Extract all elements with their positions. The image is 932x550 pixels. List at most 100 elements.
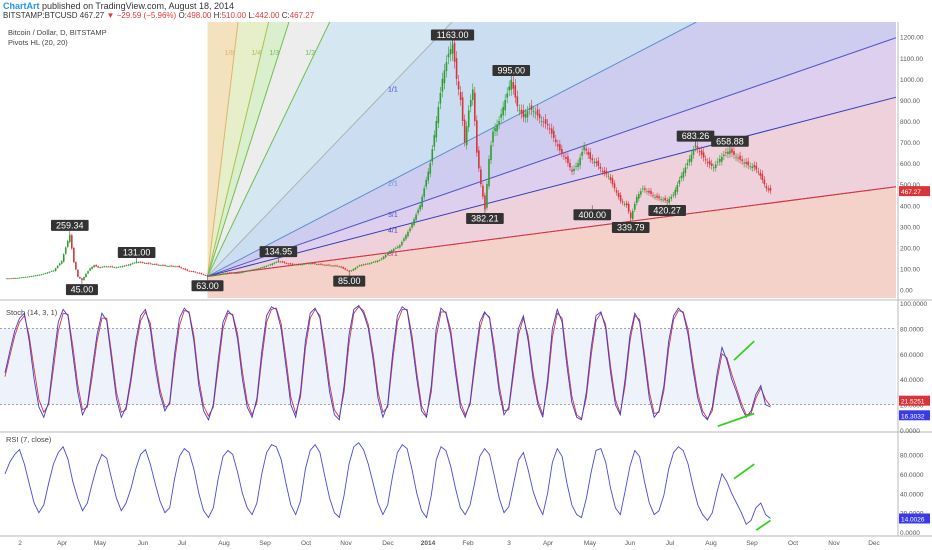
candle-body	[512, 82, 515, 89]
price-candles	[6, 35, 772, 281]
candle-body	[77, 269, 79, 277]
candle-body	[401, 241, 403, 246]
candle-body	[101, 266, 103, 268]
candle-body	[309, 263, 312, 265]
candle-body	[550, 128, 553, 134]
candle-body	[38, 274, 41, 276]
candle-body	[561, 148, 563, 154]
high-label: H:	[213, 11, 222, 20]
candle-body	[579, 157, 581, 166]
price-tick-label: 300.00	[900, 224, 920, 231]
candle-body	[390, 250, 393, 253]
rsi-tick-label: 60.0000	[900, 472, 924, 479]
candle-body	[660, 198, 662, 200]
last-price: 467.27	[79, 11, 105, 20]
candle-body	[154, 264, 156, 265]
candle-body	[141, 262, 144, 263]
candle-body	[190, 271, 193, 273]
candle-body	[755, 165, 758, 170]
candle-body	[158, 264, 160, 266]
candle-body	[502, 106, 504, 116]
candle-body	[212, 275, 215, 277]
candle-body	[627, 203, 630, 212]
candle-body	[170, 265, 172, 267]
candle-body	[467, 110, 470, 128]
candle-body	[184, 268, 187, 270]
candle-body	[631, 210, 634, 220]
candle-body	[520, 109, 523, 114]
candle-body	[542, 121, 545, 123]
candle-body	[646, 191, 648, 193]
pivot-label: 63.00	[196, 281, 219, 291]
price-axis[interactable]: 1200.00 1100.00 1000.00 900.00 800.00 700.00 6…	[900, 35, 927, 537]
candle-body	[492, 131, 494, 143]
close-label: C:	[281, 11, 290, 20]
candle-body	[698, 151, 701, 153]
stoch-divergence-line	[717, 412, 755, 428]
candle-body	[605, 171, 608, 175]
candle-body	[374, 261, 377, 263]
candle-body	[435, 121, 438, 138]
candle-body	[378, 260, 381, 261]
candle-body	[64, 247, 67, 254]
candle-body	[478, 150, 480, 169]
candle-body	[356, 266, 359, 268]
rsi-pane[interactable]	[4, 442, 771, 526]
candle-body	[291, 263, 294, 265]
candle-body	[617, 192, 620, 197]
price-tick-label: 1200.00	[900, 35, 924, 42]
candle-body	[721, 156, 723, 162]
candle-body	[66, 241, 69, 247]
candle-body	[376, 260, 379, 262]
candle-body	[28, 276, 31, 278]
candle-body	[447, 53, 450, 58]
candle-body	[559, 144, 561, 151]
candle-body	[56, 265, 59, 269]
gann-label-4-1: 4/1	[388, 227, 398, 234]
time-axis[interactable]: 2 Apr May Jun Jul Aug Sep Oct Nov Dec 2014 Feb 3 Apr M…	[18, 540, 880, 547]
candle-body	[530, 105, 533, 110]
symbol-name: BITSTAMP:BTCUSD	[3, 11, 78, 20]
rsi-tick-label: 80.0000	[900, 452, 924, 459]
gann-fan: 1/8 1/4 1/3 1/2 1/1 2/1 3/1 4/1 8/1	[0, 22, 896, 298]
candle-body	[137, 262, 140, 264]
candle-body	[81, 278, 83, 281]
candle-body	[696, 146, 699, 149]
candle-body	[312, 263, 314, 264]
candle-body	[417, 209, 419, 214]
published-text: published on TradingView.com, August 18,…	[42, 1, 235, 11]
price-tick-label: 700.00	[900, 140, 920, 147]
pivot-label: 382.21	[471, 214, 499, 224]
candle-body	[20, 277, 22, 279]
time-tick-label: Apr	[543, 540, 554, 547]
candle-body	[395, 247, 397, 249]
gann-label-1-8: 1/8	[224, 50, 234, 57]
candle-body	[372, 261, 375, 263]
candle-body	[581, 151, 583, 156]
candle-body	[247, 270, 249, 272]
pivot-label: 683.26	[682, 131, 710, 141]
time-tick-label: Feb	[462, 540, 474, 547]
price-change: ▼ −29.59 (−5.96%)	[106, 11, 177, 20]
candle-body	[694, 145, 697, 148]
author-link[interactable]: ChartArt	[3, 1, 40, 11]
candle-body	[301, 264, 304, 265]
candle-body	[678, 180, 681, 184]
candle-body	[613, 183, 616, 189]
candle-body	[303, 263, 306, 265]
candle-body	[226, 272, 229, 274]
candle-body	[708, 161, 711, 165]
candle-body	[188, 270, 191, 272]
symbol-line: BITSTAMP:BTCUSD 467.27 ▼ −29.59 (−5.96%)…	[3, 11, 314, 20]
candle-body	[727, 151, 729, 155]
stoch-pane[interactable]	[0, 304, 898, 421]
candle-body	[326, 264, 328, 266]
price-tick-label: 0.00	[900, 288, 913, 295]
candle-body	[490, 145, 492, 161]
open-label: O:	[178, 11, 187, 20]
candle-body	[174, 266, 176, 268]
candle-body	[623, 203, 626, 205]
candle-body	[567, 156, 569, 164]
candle-body	[265, 265, 268, 267]
